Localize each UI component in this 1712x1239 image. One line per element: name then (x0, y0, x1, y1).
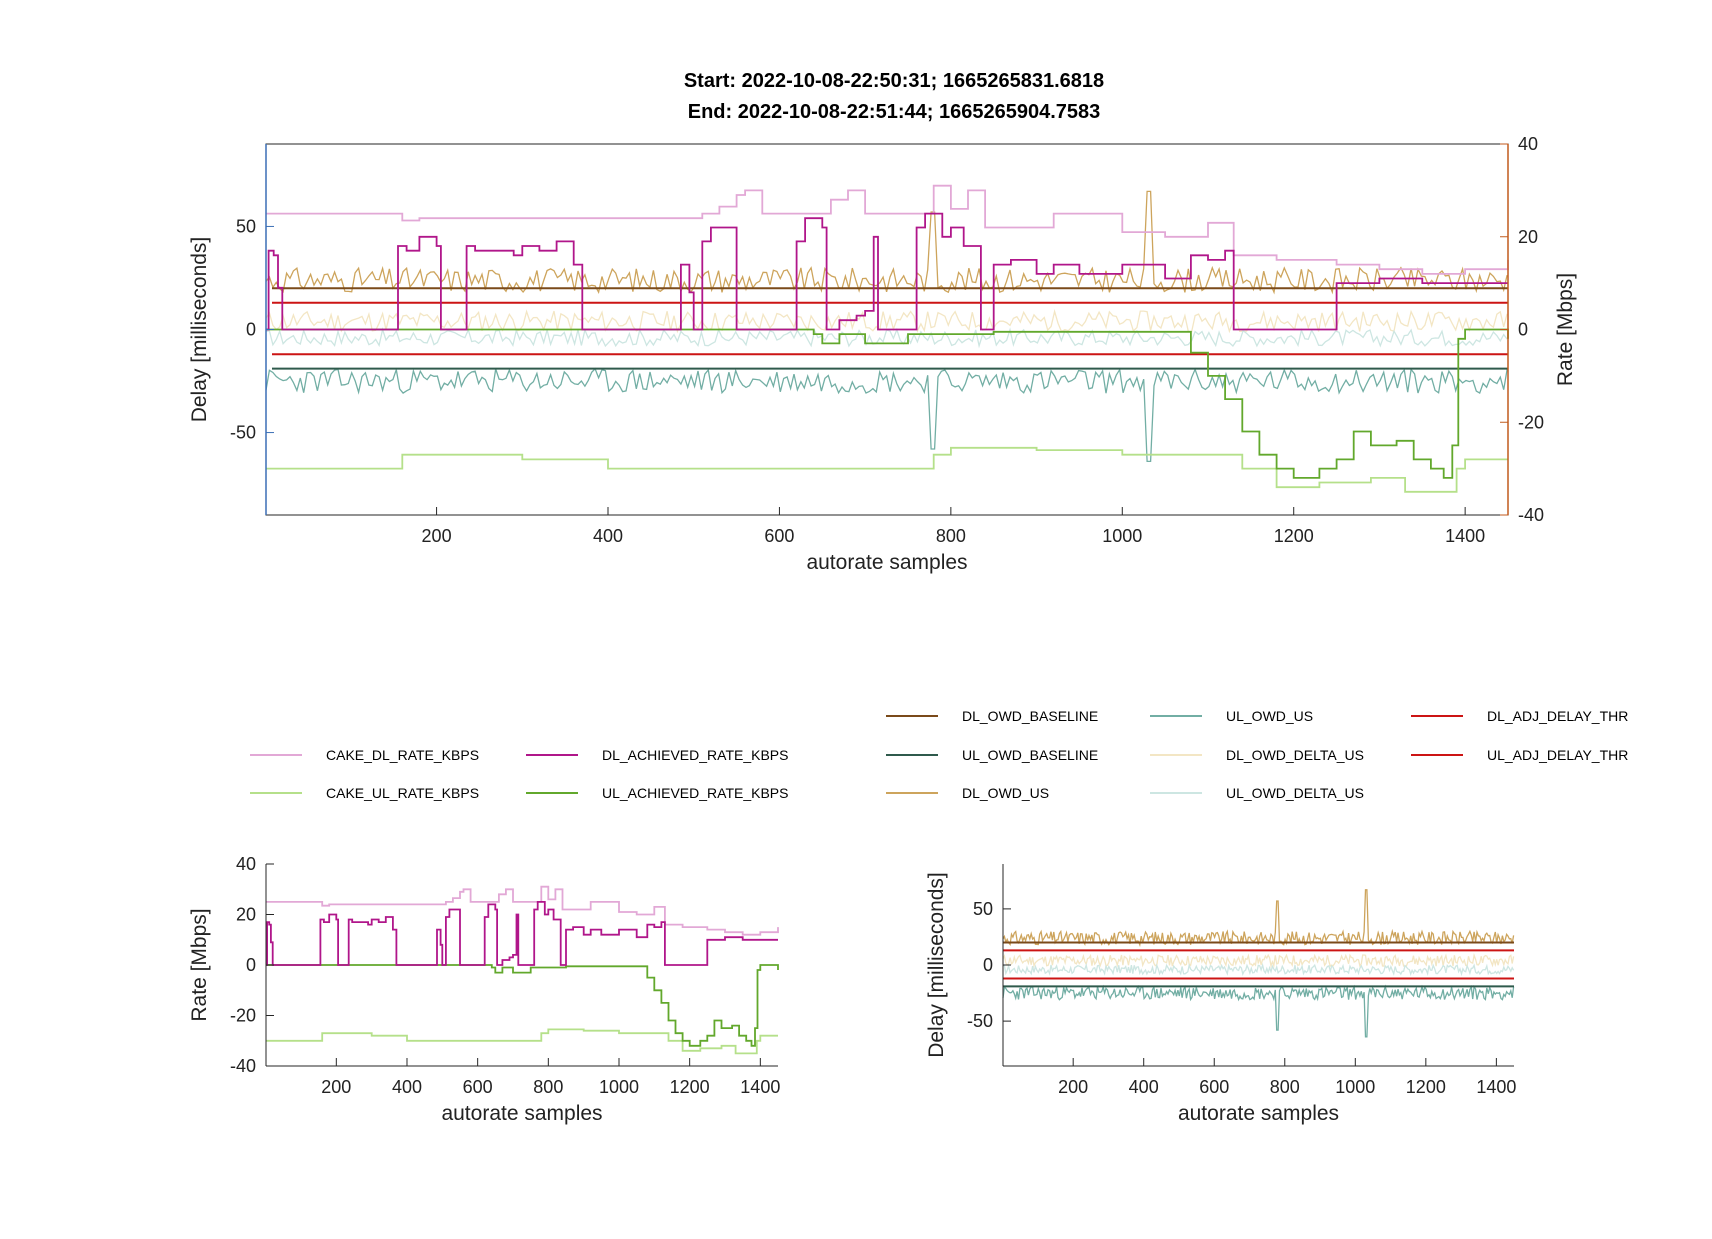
legend-item: DL_OWD_BASELINE (886, 708, 1098, 724)
series-dl-owd (1002, 889, 1515, 948)
legend-label: UL_OWD_DELTA_US (1226, 785, 1364, 801)
legend-item: CAKE_UL_RATE_KBPS (250, 785, 479, 801)
legend-label: DL_OWD_DELTA_US (1226, 747, 1364, 763)
series-cake-dl-rate (266, 885, 779, 936)
y-tick-label: 20 (1518, 227, 1538, 247)
series-cake-ul-rate (266, 1028, 778, 1055)
rate-legend: CAKE_DL_RATE_KBPS DL_ACHIEVED_RATE_KBPS CA… (250, 747, 788, 801)
series-ul-owd (265, 367, 1508, 463)
y-tick-label: 50 (973, 899, 993, 919)
x-tick-label: 1000 (599, 1077, 639, 1097)
delay-chart: 200 400 600 800 1000 1200 1400 autorate samples… (925, 864, 1516, 1125)
y-tick-label: 40 (236, 854, 256, 874)
y-tick-label: 0 (246, 955, 256, 975)
x-tick-label: 1400 (1476, 1077, 1516, 1097)
series-dl-owd (265, 190, 1508, 295)
x-tick-label: 1400 (1445, 526, 1485, 546)
legend-item: DL_OWD_US (886, 785, 1049, 801)
series-dl-owd-delta (265, 308, 1508, 334)
legend-item: DL_OWD_DELTA_US (1150, 747, 1364, 763)
x-tick-label: 600 (1199, 1077, 1229, 1097)
y2-axis-label: Rate [Mbps] (1554, 273, 1577, 386)
y-tick-label: -20 (230, 1006, 256, 1026)
x-tick-label: 1200 (670, 1077, 710, 1097)
x-tick-label: 800 (1270, 1077, 1300, 1097)
x-tick-label: 200 (422, 526, 452, 546)
x-tick-label: 400 (593, 526, 623, 546)
series-cake-ul-rate (266, 446, 1508, 493)
series-dl-achieved-rate (266, 901, 778, 966)
series-ul-achieved-rate (266, 328, 1509, 479)
series-cake-dl-rate (266, 184, 1509, 275)
y-tick-label: 50 (236, 216, 256, 236)
x-axis-label: autorate samples (441, 1102, 602, 1125)
legend-item: UL_OWD_BASELINE (886, 747, 1098, 763)
x-tick-label: 600 (463, 1077, 493, 1097)
figure-title-line1: Start: 2022-10-08-22:50:31; 1665265831.6… (684, 70, 1104, 92)
legend-item: DL_ACHIEVED_RATE_KBPS (526, 747, 788, 763)
legend-label: DL_ACHIEVED_RATE_KBPS (602, 747, 788, 763)
x-tick-label: 1000 (1102, 526, 1142, 546)
y-tick-label: -40 (230, 1056, 256, 1076)
x-tick-label: 1400 (740, 1077, 780, 1097)
series-dl-achieved-rate (266, 212, 1508, 331)
legend-label: UL_OWD_US (1226, 708, 1313, 724)
x-tick-label: 1000 (1335, 1077, 1375, 1097)
y-tick-label: -40 (1518, 505, 1544, 525)
x-axis-label: autorate samples (806, 551, 967, 574)
legend-label: UL_ADJ_DELAY_THR (1487, 747, 1628, 763)
delay-legend: DL_OWD_BASELINE UL_OWD_US DL_ADJ_DELAY_THR… (886, 708, 1628, 801)
x-tick-label: 600 (764, 526, 794, 546)
x-tick-label: 400 (1129, 1077, 1159, 1097)
x-tick-label: 800 (533, 1077, 563, 1097)
legend-label: UL_ACHIEVED_RATE_KBPS (602, 785, 788, 801)
y-tick-label: 20 (236, 905, 256, 925)
y-axis-label: Delay [milliseconds] (188, 237, 211, 423)
series-dl-owd-delta (1002, 952, 1515, 969)
series-ul-owd-delta (1002, 962, 1515, 977)
y-tick-label: -50 (967, 1011, 993, 1031)
y-tick-label: -20 (1518, 412, 1544, 432)
legend-label: DL_OWD_US (962, 785, 1049, 801)
series-ul-achieved-rate (266, 964, 779, 1047)
x-tick-label: 200 (1058, 1077, 1088, 1097)
legend-label: CAKE_DL_RATE_KBPS (326, 747, 479, 763)
x-tick-label: 200 (321, 1077, 351, 1097)
y-axis-label: Rate [Mbps] (188, 908, 211, 1021)
legend-label: UL_OWD_BASELINE (962, 747, 1098, 763)
x-tick-label: 1200 (1406, 1077, 1446, 1097)
y-axis-label: Delay [milliseconds] (925, 872, 948, 1058)
y-tick-label: 0 (983, 955, 993, 975)
x-axis-label: autorate samples (1178, 1102, 1339, 1125)
y-tick-label: 40 (1518, 134, 1538, 154)
x-tick-label: 400 (392, 1077, 422, 1097)
legend-label: DL_OWD_BASELINE (962, 708, 1098, 724)
x-tick-label: 1200 (1274, 526, 1314, 546)
legend-item: CAKE_DL_RATE_KBPS (250, 747, 479, 763)
series-ul-owd (1002, 984, 1515, 1038)
y-tick-label: 0 (246, 320, 256, 340)
y-tick-label: -50 (230, 423, 256, 443)
y-tick-label: 0 (1518, 320, 1528, 340)
legend-item: UL_OWD_US (1150, 708, 1313, 724)
x-tick-label: 800 (936, 526, 966, 546)
legend-label: DL_ADJ_DELAY_THR (1487, 708, 1628, 724)
figure-title-line2: End: 2022-10-08-22:51:44; 1665265904.758… (688, 101, 1101, 123)
legend-item: UL_OWD_DELTA_US (1150, 785, 1364, 801)
legend-item: DL_ADJ_DELAY_THR (1411, 708, 1628, 724)
legend-item: UL_ACHIEVED_RATE_KBPS (526, 785, 788, 801)
legend-item: UL_ADJ_DELAY_THR (1411, 747, 1628, 763)
legend-label: CAKE_UL_RATE_KBPS (326, 785, 479, 801)
